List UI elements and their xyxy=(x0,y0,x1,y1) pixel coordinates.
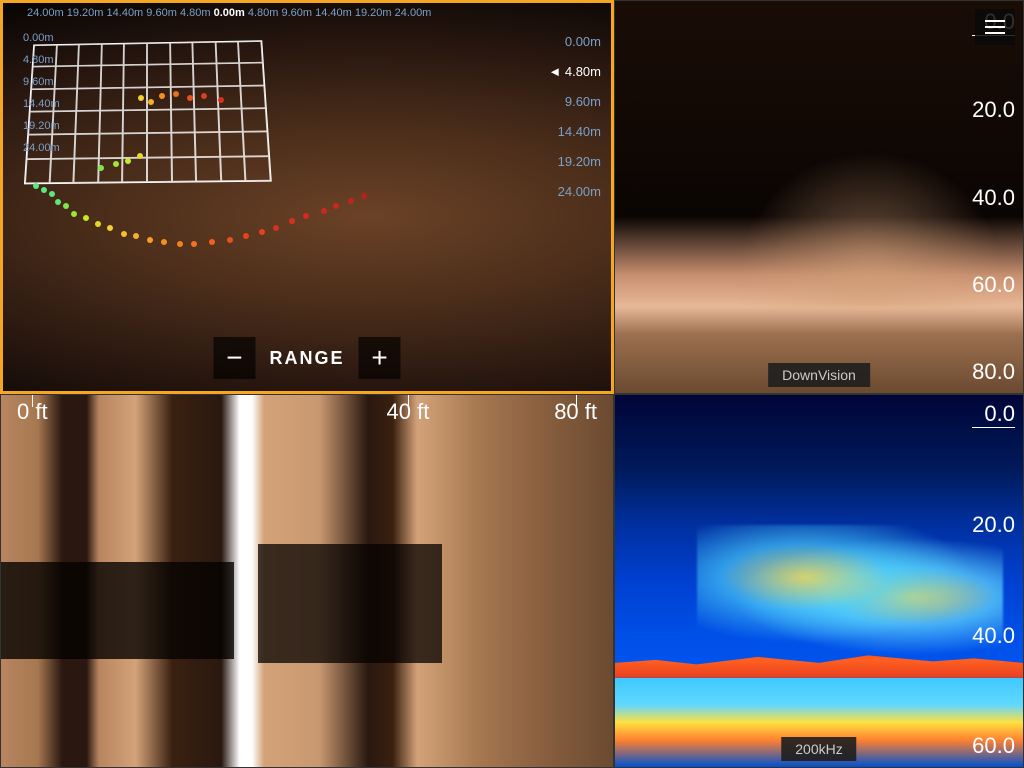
left-depth-scale: 0.00m 4.80m 9.60m 14.40m 19.20m 24.00m xyxy=(23,27,60,159)
range-label: RANGE xyxy=(269,348,344,369)
sonar-3d-panel[interactable]: 24.00m 19.20m 14.40m 9.60m 4.80m 0.00m 4… xyxy=(0,0,614,394)
sidevision-panel[interactable]: 0 ft 40 ft 80 ft xyxy=(0,394,614,768)
downvision-structure xyxy=(737,150,1002,307)
sonar-depth-scale: 0.0 20.0 40.0 60.0 xyxy=(972,401,1015,759)
top-range-scale: 24.00m 19.20m 14.40m 9.60m 4.80m 0.00m 4… xyxy=(27,7,431,19)
sonar-fish-returns xyxy=(697,525,1003,655)
grid-3d-overlay xyxy=(24,40,272,184)
menu-button[interactable] xyxy=(975,9,1015,45)
range-increase-button[interactable]: + xyxy=(359,337,401,379)
hamburger-icon xyxy=(985,26,1005,28)
range-decrease-button[interactable]: − xyxy=(213,337,255,379)
downvision-label: DownVision xyxy=(768,363,870,387)
downvision-depth-scale: 0.0 20.0 40.0 60.0 80.0 xyxy=(972,9,1015,385)
chirp-sonar-panel[interactable]: 0.0 20.0 40.0 60.0 200kHz xyxy=(614,394,1024,768)
right-depth-scale: 0.00m ◄ 4.80m 9.60m 14.40m 19.20m 24.00m xyxy=(548,27,601,207)
sidevision-range-scale: 0 ft 40 ft 80 ft xyxy=(1,399,613,425)
sonar-frequency-label: 200kHz xyxy=(781,737,856,761)
range-controls: − RANGE + xyxy=(213,337,400,379)
downvision-panel[interactable]: 0.0 20.0 40.0 60.0 80.0 DownVision xyxy=(614,0,1024,394)
sidevision-shadow-right xyxy=(258,544,442,663)
sidevision-shadow-left xyxy=(1,562,234,659)
